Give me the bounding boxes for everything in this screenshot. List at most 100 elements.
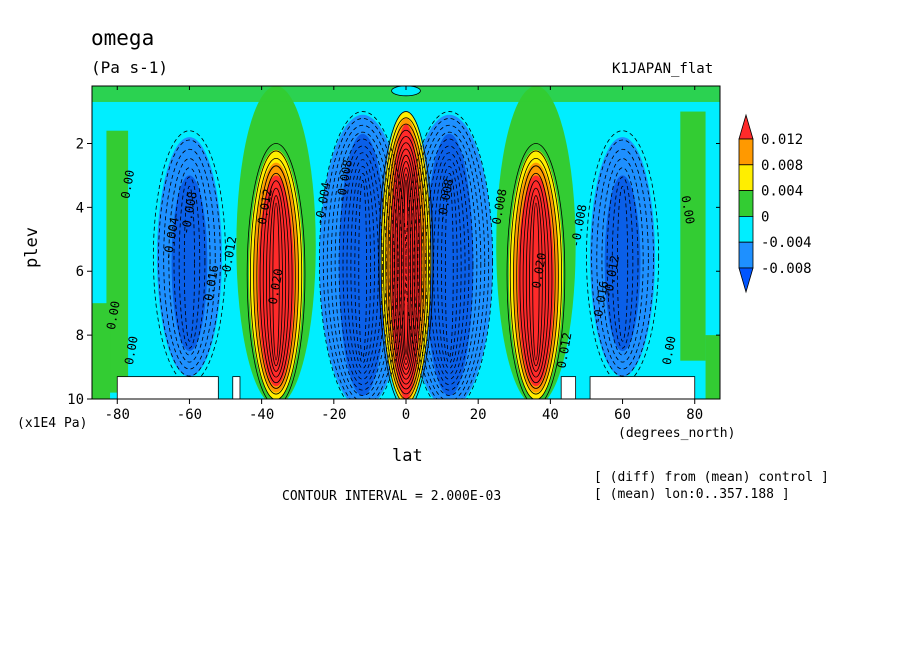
contours-neg-tsh-line	[334, 138, 391, 391]
colorbar-level-label: 0.008	[761, 158, 803, 174]
colorbar-segment	[738, 241, 754, 269]
footer-note-mean: [ (mean) lon:0..357.188 ]	[594, 487, 790, 502]
contours-neg-sh-line	[168, 158, 211, 363]
contours-pos-sh	[246, 143, 306, 399]
experiment-name: K1JAPAN_flat	[612, 61, 714, 77]
contours-neg-tsh-line	[350, 166, 375, 369]
contours-neg-tnh-line	[433, 159, 466, 375]
y-tick-label: 4	[76, 200, 84, 216]
contour-label: 0.00	[660, 335, 679, 366]
colorbar-segment	[738, 215, 754, 243]
contours-pos-sh-line	[253, 157, 299, 395]
contour-label: 0.020	[529, 252, 549, 290]
contours-neg-tsh-line	[318, 111, 407, 399]
contours-neg-tsh-line	[326, 124, 399, 399]
x-axis-unit: (degrees_north)	[618, 426, 736, 441]
contours-neg-nh-line	[616, 185, 629, 342]
contours-pos-sh-line	[246, 143, 306, 399]
contours-pos-sh-line	[256, 165, 296, 389]
contour-label: 0.020	[266, 268, 286, 306]
x-tick-label: 20	[470, 407, 487, 423]
equator-top-cap	[391, 86, 421, 97]
contours-neg-tsh-line	[346, 159, 379, 375]
contours-pos-nh-line	[532, 202, 540, 361]
contours-pos-eq-line	[396, 161, 416, 370]
contours-pos-sh-line	[269, 195, 283, 367]
contour-label: 0.012	[554, 331, 574, 369]
contours-neg-tsh-line	[330, 131, 395, 396]
contours-pos-sh-line	[272, 202, 280, 361]
contours-neg-sh-line	[152, 130, 226, 384]
contours-pos-nh-line	[516, 165, 556, 389]
contours-neg-tnh-line	[444, 179, 454, 359]
chart-units: (Pa s-1)	[91, 58, 169, 77]
contour-label: 0.012	[255, 188, 275, 226]
footer-note-diff: [ (diff) from (mean) control ]	[594, 470, 829, 485]
contours-pos-eq-line	[403, 179, 409, 356]
x-tick-label: -60	[177, 407, 202, 423]
contours-neg-tnh-line	[441, 172, 458, 364]
masked-region-1	[232, 376, 241, 399]
colorbar-level-label: 0	[761, 209, 769, 225]
contours-pos-eq-line	[380, 117, 432, 399]
contours-neg-nh-line	[611, 176, 634, 349]
colorbar-level-label: 0.012	[761, 132, 803, 148]
contours-neg-sh-line	[178, 176, 201, 349]
y-tick-label: 2	[76, 136, 84, 152]
contours-neg-sh-line	[173, 167, 206, 356]
x-tick-label: -20	[321, 407, 346, 423]
colorbar-top-arrow	[738, 113, 754, 140]
x-tick-label: 80	[686, 407, 703, 423]
contours-neg-nh-line	[586, 130, 660, 384]
contours-pos-nh-line	[519, 172, 553, 384]
contour-label: 0.00	[122, 335, 141, 366]
contours-neg-tsh	[318, 111, 407, 399]
x-tick-label: -80	[105, 407, 130, 423]
contours-neg-nh-line	[601, 158, 644, 363]
contours-pos-eq-line	[387, 136, 425, 390]
contours-pos-eq-line	[378, 111, 434, 399]
y-axis-label: plev	[22, 227, 42, 268]
plot-area	[92, 86, 720, 399]
contours-neg-nh	[586, 130, 660, 384]
y-tick-label: 8	[76, 328, 84, 344]
contours-neg-tnh-line	[421, 138, 478, 391]
contour-label: 0.00	[118, 169, 137, 200]
contours-neg-tnh-line	[429, 152, 470, 380]
x-tick-label: 0	[402, 407, 410, 423]
contours-neg-tsh-line	[354, 172, 371, 364]
green-region-north-pole	[680, 111, 706, 361]
red-core-nh	[517, 175, 554, 387]
contours-pos-eq	[378, 111, 434, 399]
colorbar-level-label: -0.008	[761, 261, 812, 277]
contour-label: 0.00	[104, 300, 123, 331]
colorbar-bottom-arrow	[738, 267, 754, 294]
x-axis: -80 -60 -40 -20 0 20 40 60 80	[105, 86, 703, 423]
y-axis-unit: (x1E4 Pa)	[17, 416, 88, 431]
colorbar-segment	[738, 138, 754, 166]
green-region-south-pole	[106, 130, 129, 393]
contours-neg-sh-line	[183, 185, 196, 342]
contours-neg-tsh-line	[358, 179, 368, 359]
green-edge-sw	[92, 303, 111, 399]
masked-region-0	[116, 376, 219, 399]
contours-neg-nh-line	[596, 148, 649, 370]
contours-neg-sh-line	[163, 148, 216, 370]
contours-pos-sh-line	[266, 187, 287, 372]
y-tick-label: 10	[67, 392, 84, 408]
contours-pos-eq-line	[398, 167, 414, 365]
contour-interval: CONTOUR INTERVAL = 2.000E-03	[282, 489, 502, 504]
contour-label: 0.00	[678, 194, 697, 225]
masked-region-2	[560, 376, 577, 399]
contours-neg-sh-line	[158, 139, 221, 377]
contours-pos-nh-line	[522, 180, 550, 378]
contours-neg-sh	[152, 130, 226, 384]
contours-neg-nh-line	[606, 167, 639, 356]
contour-label: 0.008	[489, 188, 509, 226]
colorbar-segment	[738, 164, 754, 192]
colorbar-level-label: -0.004	[761, 235, 812, 251]
x-axis-label: lat	[392, 446, 423, 466]
x-tick-label: 60	[614, 407, 631, 423]
contours-neg-tnh	[405, 111, 494, 399]
